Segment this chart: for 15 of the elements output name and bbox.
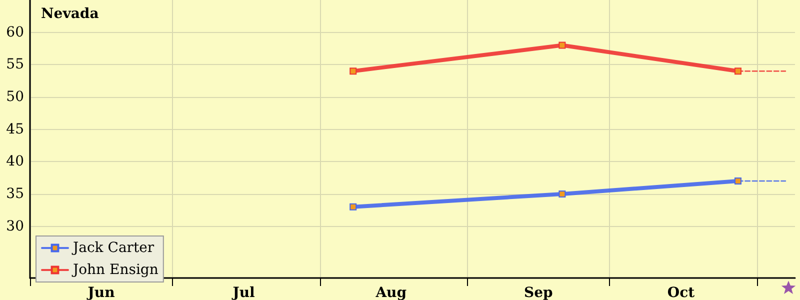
y-tick-label: 35 bbox=[6, 186, 24, 202]
y-tick-label: 55 bbox=[6, 56, 24, 73]
x-tick-label: Sep bbox=[524, 285, 554, 300]
x-tick-label: Oct bbox=[667, 285, 696, 300]
x-tick-label: Jun bbox=[86, 285, 115, 300]
y-tick-label: 40 bbox=[6, 154, 24, 170]
y-tick-label: 60 bbox=[6, 24, 24, 40]
y-tick-label: 45 bbox=[6, 121, 24, 138]
x-tick-label: Jul bbox=[230, 285, 255, 300]
y-tick-label: 30 bbox=[6, 218, 24, 234]
x-tick-label: Aug bbox=[374, 285, 407, 300]
legend-label: Jack Carter bbox=[71, 240, 154, 256]
legend-label: John Ensign bbox=[71, 262, 158, 278]
chart-title: Nevada bbox=[41, 6, 99, 22]
y-tick-label: 50 bbox=[6, 88, 24, 105]
